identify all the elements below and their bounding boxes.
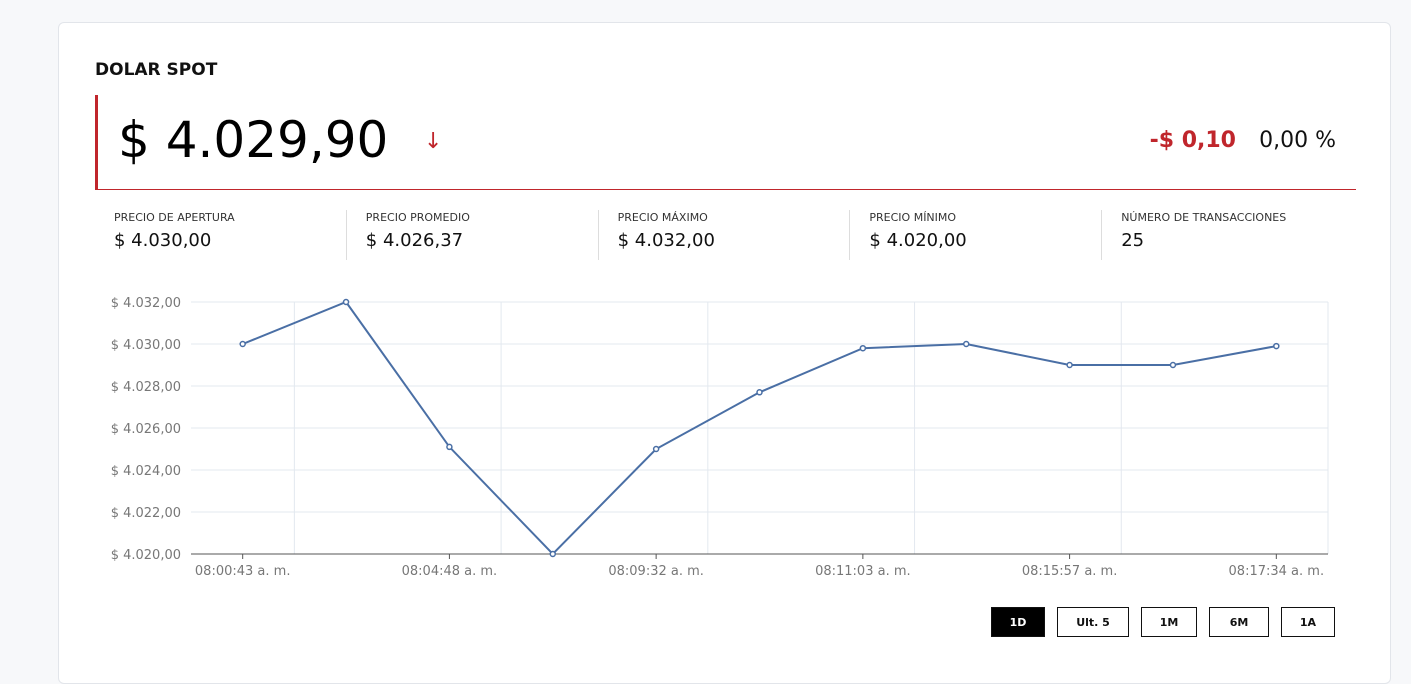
range-button-6m[interactable]: 6M [1209,607,1269,637]
x-tick-label: 08:00:43 a. m. [195,564,291,579]
stat-max: PRECIO MÁXIMO $ 4.032,00 [597,210,850,260]
data-point [962,340,970,348]
stat-label: PRECIO DE APERTURA [114,211,235,224]
instrument-title: DOLAR SPOT [95,60,218,80]
card [58,22,1391,684]
data-point [1273,342,1280,350]
price-change: -$ 0,10 [1149,128,1236,153]
stats-row: PRECIO DE APERTURA $ 4.030,00 PRECIO PROM… [95,210,1353,260]
data-point [756,389,763,396]
stat-value: $ 4.020,00 [869,230,967,251]
data-point [549,550,557,558]
current-price: $ 4.029,90 [118,111,389,169]
price-chart: $ 4.020,00 $ 4.022,00 $ 4.024,00 $ 4.026,00… [111,296,1329,579]
stat-label: PRECIO PROMEDIO [365,211,470,224]
stat-opening: PRECIO DE APERTURA $ 4.030,00 [95,210,346,260]
range-button-1d[interactable]: 1D [991,607,1045,637]
y-tick-label: $ 4.020,00 [111,548,181,563]
x-tick-label: 08:17:34 a. m. [1229,564,1325,579]
range-button-1m[interactable]: 1M [1141,607,1197,637]
y-tick-label: $ 4.026,00 [111,422,181,437]
range-selector: 1D Ult. 5 1M 6M 1A [991,607,1335,637]
stat-label: PRECIO MÁXIMO [617,211,708,224]
price-box: $ 4.029,90 ↓ -$ 0,10 0,00 % [95,95,1356,190]
stat-value: $ 4.026,37 [365,230,464,251]
stat-min: PRECIO MÍNIMO $ 4.020,00 [849,210,1101,260]
data-point [652,445,660,453]
data-point [1066,361,1073,369]
stat-label: NÚMERO DE TRANSACCIONES [1121,211,1287,224]
x-tick-label: 08:09:32 a. m. [608,564,704,579]
data-point [859,344,867,352]
range-button-1a[interactable]: 1A [1281,607,1335,637]
price-change-percent: 0,00 % [1259,128,1336,153]
y-tick-label: $ 4.030,00 [111,338,181,353]
data-point [342,298,350,306]
x-tick-label: 08:11:03 a. m. [815,564,911,579]
data-point [239,340,246,348]
range-button-ult5[interactable]: Ult. 5 [1057,607,1129,637]
data-point [1169,361,1177,369]
stat-value: $ 4.030,00 [114,230,212,251]
y-tick-label: $ 4.028,00 [111,380,181,395]
x-tick-label: 08:15:57 a. m. [1022,564,1118,579]
stat-label: PRECIO MÍNIMO [869,211,957,224]
y-tick-label: $ 4.022,00 [111,506,181,521]
stat-value: 25 [1121,230,1145,251]
stat-transactions: NÚMERO DE TRANSACCIONES 25 [1101,210,1353,260]
stat-value: $ 4.032,00 [617,230,715,251]
y-tick-label: $ 4.032,00 [111,296,181,311]
arrow-down-icon: ↓ [424,129,443,154]
stat-average: PRECIO PROMEDIO $ 4.026,37 [345,210,598,260]
y-tick-label: $ 4.024,00 [111,464,181,479]
data-point [446,443,453,451]
x-tick-label: 08:04:48 a. m. [402,564,498,579]
